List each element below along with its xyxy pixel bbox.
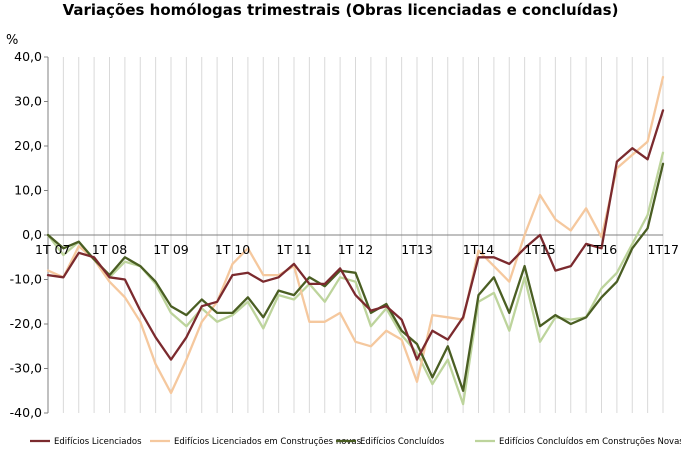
x-tick-labels: 1T 07 1T 08 1T 09 1T 10 1T 11 1T 12 1T13 1T14 1T… bbox=[35, 242, 679, 257]
y-tick-label: 10,0 bbox=[14, 183, 42, 198]
y-tick-label: -10,0 bbox=[10, 272, 42, 287]
x-tick-label: 1T14 bbox=[463, 242, 495, 257]
y-tick-label: -40,0 bbox=[10, 405, 42, 420]
y-tick-label: 40,0 bbox=[14, 49, 42, 64]
y-tick-label: -30,0 bbox=[10, 361, 42, 376]
legend: Edifícios Licenciados Edifícios Licenciad… bbox=[30, 437, 681, 447]
y-ticks: 40,0 30,0 20,0 10,0 0,0 -10,0 -20,0 -30,0 -40,0 bbox=[10, 49, 48, 420]
y-tick-label: 30,0 bbox=[14, 94, 42, 109]
x-tick-label: 1T15 bbox=[524, 242, 556, 257]
series-line-2 bbox=[46, 75, 665, 395]
legend-label: Edifícios Licenciados bbox=[54, 437, 142, 447]
y-tick-label: 0,0 bbox=[22, 227, 42, 242]
x-tick-label: 1T13 bbox=[401, 242, 433, 257]
x-tick-label: 1T16 bbox=[586, 242, 618, 257]
x-tick-label: 1T 09 bbox=[153, 242, 189, 257]
x-tick-label: 1T 08 bbox=[92, 242, 128, 257]
legend-label: Edifícios Concluídos em Construções Nova… bbox=[499, 437, 681, 447]
legend-label: Edifícios Licenciados em Construções nov… bbox=[174, 437, 362, 447]
x-tick-label: 1T 12 bbox=[338, 242, 373, 257]
y-tick-label: -20,0 bbox=[10, 316, 42, 331]
chart-title: Variações homólogas trimestrais (Obras l… bbox=[62, 1, 619, 19]
series-line-3 bbox=[46, 162, 665, 392]
x-tick-label: 1T 11 bbox=[276, 242, 311, 257]
x-tick-label: 1T 10 bbox=[215, 242, 251, 257]
y-tick-label: 20,0 bbox=[14, 138, 42, 153]
x-tick-label: 1T17 bbox=[648, 242, 680, 257]
x-tick-label: 1T 07 bbox=[35, 242, 70, 257]
series-lines bbox=[46, 75, 665, 406]
y-axis-unit-label: % bbox=[6, 33, 18, 48]
legend-label: Edifícios Concluídos bbox=[360, 437, 445, 447]
series-line-1 bbox=[46, 109, 665, 361]
